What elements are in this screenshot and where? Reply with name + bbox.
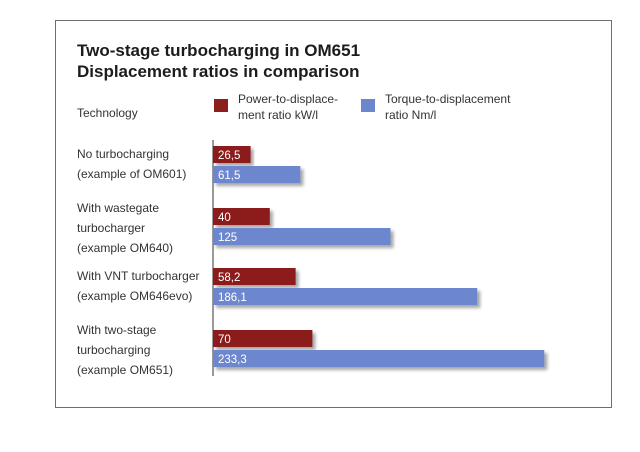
torque-ratio-value-label: 125: [218, 232, 237, 244]
chart-subtitle: Displacement ratios in comparison: [77, 62, 360, 81]
chart-title: Two-stage turbocharging in OM651: [77, 41, 361, 60]
technology-column-label: Technology: [77, 106, 138, 120]
torque-ratio-bar: [213, 288, 478, 305]
chart-frame: [55, 20, 612, 408]
legend-power-line2: ment ratio kW/l: [238, 108, 319, 122]
power-ratio-value-label: 26,5: [218, 150, 240, 162]
legend-power-line1: Power-to-displace-: [238, 92, 339, 106]
category-label: (example OM651): [77, 363, 173, 377]
legend-torque-line1: Torque-to-displacement: [385, 92, 511, 106]
power-ratio-value-label: 58,2: [218, 272, 240, 284]
power-ratio-value-label: 40: [218, 212, 231, 224]
torque-ratio-value-label: 233,3: [218, 354, 247, 366]
category-label: (example OM646evo): [77, 289, 192, 303]
legend-swatch-torque: [361, 99, 375, 112]
legend-swatch-power: [214, 99, 228, 112]
torque-ratio-bar: [213, 228, 391, 245]
power-ratio-value-label: 70: [218, 334, 231, 346]
torque-ratio-value-label: 186,1: [218, 292, 247, 304]
legend-torque-line2: ratio Nm/l: [385, 108, 437, 122]
torque-ratio-bar: [213, 166, 301, 183]
torque-ratio-value-label: 61,5: [218, 170, 240, 182]
legend-label-torque: Torque-to-displacement ratio Nm/l: [385, 91, 510, 123]
category-label: (example OM640): [77, 241, 173, 255]
category-label: With two-stage: [77, 323, 157, 337]
power-ratio-bar: [213, 208, 270, 225]
power-ratio-bar: [213, 146, 251, 163]
category-label: No turbocharging: [77, 147, 169, 161]
category-label: (example of OM601): [77, 167, 186, 181]
power-ratio-bar: [213, 268, 296, 285]
legend-label-power: Power-to-displace- ment ratio kW/l: [238, 91, 338, 123]
category-label: turbocharging: [77, 343, 150, 357]
power-ratio-bar: [213, 330, 313, 347]
category-label: With wastegate: [77, 201, 159, 215]
category-label: With VNT turbocharger: [77, 269, 200, 283]
category-label: turbocharger: [77, 221, 145, 235]
torque-ratio-bar: [213, 350, 545, 367]
